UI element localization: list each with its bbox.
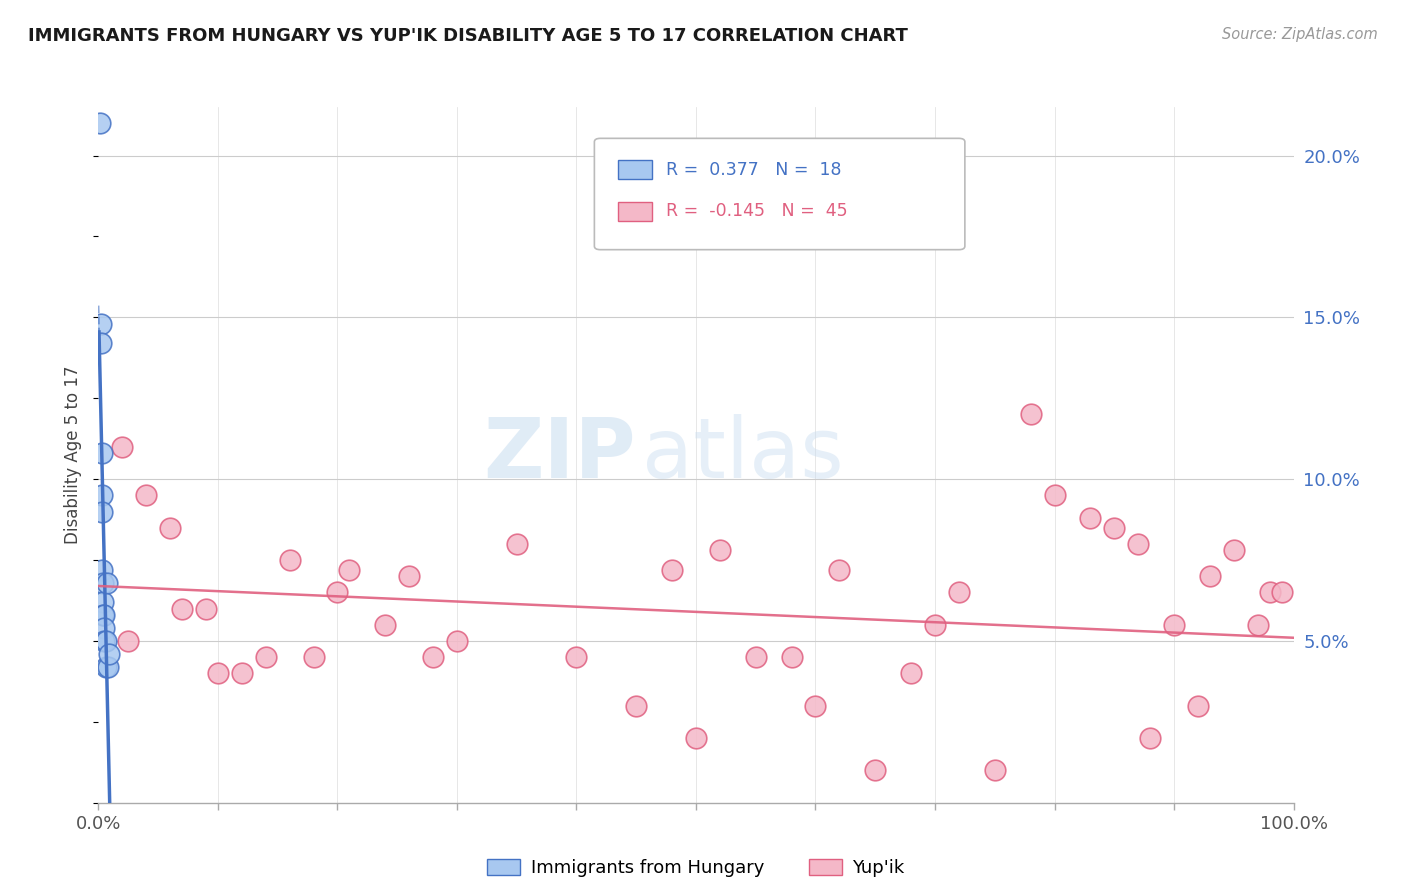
Y-axis label: Disability Age 5 to 17: Disability Age 5 to 17: [65, 366, 83, 544]
Point: [89, 116, 111, 130]
Point: [97, 660, 120, 674]
Point: [93, 634, 115, 648]
Point: [685, 731, 707, 745]
Point: [159, 521, 181, 535]
Point: [117, 634, 139, 648]
Point: [93, 608, 115, 623]
Text: Source: ZipAtlas.com: Source: ZipAtlas.com: [1222, 27, 1378, 42]
Point: [506, 537, 529, 551]
Point: [948, 585, 970, 599]
Point: [1198, 569, 1220, 583]
Point: [135, 488, 157, 502]
Point: [398, 569, 420, 583]
Text: IMMIGRANTS FROM HUNGARY VS YUP'IK DISABILITY AGE 5 TO 17 CORRELATION CHART: IMMIGRANTS FROM HUNGARY VS YUP'IK DISABI…: [28, 27, 908, 45]
Point: [565, 650, 588, 665]
Point: [93, 621, 115, 635]
Point: [1128, 537, 1150, 551]
Point: [96, 575, 118, 590]
Point: [91, 595, 114, 609]
Point: [924, 617, 946, 632]
Point: [446, 634, 468, 648]
Point: [231, 666, 253, 681]
Point: [254, 650, 277, 665]
Text: ZIP: ZIP: [484, 415, 637, 495]
Point: [278, 553, 301, 567]
Point: [91, 575, 114, 590]
Point: [91, 504, 114, 518]
Point: [804, 698, 827, 713]
Point: [1222, 543, 1246, 558]
Point: [1102, 521, 1125, 535]
Point: [91, 563, 114, 577]
Point: [172, 601, 194, 615]
Point: [1258, 585, 1281, 599]
Point: [745, 650, 768, 665]
Point: [661, 563, 683, 577]
Point: [91, 488, 114, 502]
Bar: [619, 160, 652, 179]
Point: [111, 440, 134, 454]
Point: [339, 563, 360, 577]
Point: [863, 764, 887, 778]
Text: atlas: atlas: [643, 415, 844, 495]
Point: [94, 634, 117, 648]
Point: [900, 666, 922, 681]
Point: [90, 317, 112, 331]
Point: [1139, 731, 1161, 745]
Point: [1080, 511, 1102, 525]
Legend: Immigrants from Hungary, Yup'ik: Immigrants from Hungary, Yup'ik: [479, 852, 912, 884]
Point: [709, 543, 731, 558]
Point: [422, 650, 444, 665]
Point: [326, 585, 349, 599]
Text: R =  0.377   N =  18: R = 0.377 N = 18: [666, 161, 842, 178]
Point: [94, 660, 117, 674]
Point: [1043, 488, 1066, 502]
Point: [374, 617, 396, 632]
Point: [1271, 585, 1294, 599]
Point: [1187, 698, 1209, 713]
Bar: [619, 202, 652, 221]
Point: [984, 764, 1007, 778]
Point: [1163, 617, 1185, 632]
Text: R =  -0.145   N =  45: R = -0.145 N = 45: [666, 202, 848, 220]
Point: [828, 563, 851, 577]
Point: [207, 666, 229, 681]
Point: [1246, 617, 1268, 632]
Point: [302, 650, 325, 665]
FancyBboxPatch shape: [595, 138, 965, 250]
Point: [194, 601, 218, 615]
Point: [90, 336, 112, 351]
Point: [98, 647, 121, 661]
Point: [780, 650, 803, 665]
Point: [91, 446, 114, 460]
Point: [1019, 408, 1042, 422]
Point: [91, 608, 114, 623]
Point: [626, 698, 648, 713]
